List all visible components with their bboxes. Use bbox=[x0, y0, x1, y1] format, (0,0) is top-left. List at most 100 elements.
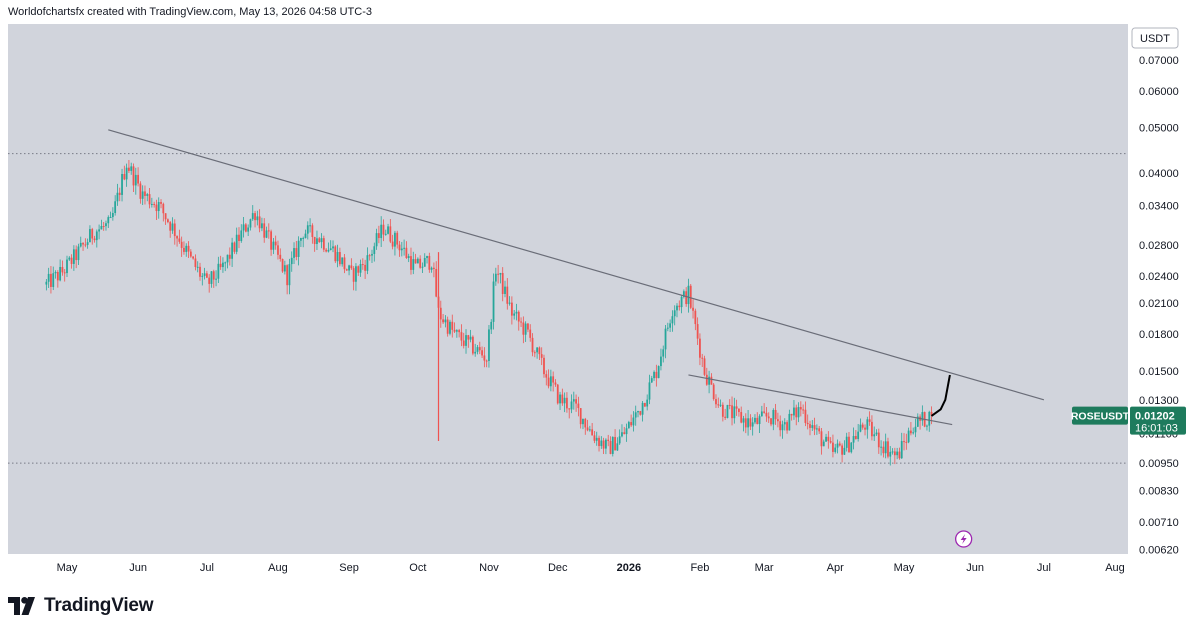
time-tick-label: Feb bbox=[690, 562, 709, 574]
candle-body bbox=[205, 273, 208, 278]
candle-body bbox=[783, 422, 786, 425]
candle-body bbox=[290, 257, 293, 265]
candle-body bbox=[238, 234, 240, 241]
candle-body bbox=[439, 307, 442, 320]
candle-body bbox=[187, 245, 190, 252]
candle-body bbox=[162, 203, 165, 214]
candle-body bbox=[277, 245, 279, 255]
time-tick-label: Dec bbox=[548, 562, 568, 574]
candle-body bbox=[384, 233, 387, 235]
candle-body bbox=[442, 319, 444, 323]
candle-body bbox=[185, 245, 188, 252]
candle-body bbox=[552, 376, 555, 383]
candle-body bbox=[813, 425, 816, 430]
candle-body bbox=[286, 265, 289, 286]
candle-body bbox=[744, 418, 747, 428]
candle-body bbox=[272, 241, 275, 250]
candle-body bbox=[430, 267, 433, 270]
candle-body bbox=[267, 230, 270, 232]
candle-body bbox=[527, 323, 529, 330]
flash-icon[interactable] bbox=[954, 530, 973, 548]
candle-body bbox=[377, 233, 380, 239]
candle-body bbox=[903, 441, 905, 443]
candle-body bbox=[910, 430, 912, 434]
candle-body bbox=[811, 425, 814, 428]
price-tick-label: 0.00710 bbox=[1139, 517, 1179, 529]
candle-body bbox=[586, 427, 589, 431]
candle-body bbox=[827, 436, 830, 442]
candle-body bbox=[549, 376, 552, 387]
candle-body bbox=[173, 223, 176, 237]
candle-body bbox=[56, 272, 59, 281]
candle-body bbox=[701, 357, 704, 359]
candle-body bbox=[905, 441, 908, 443]
local-trendline[interactable] bbox=[688, 374, 953, 426]
candle-body bbox=[582, 418, 584, 425]
candle-body bbox=[59, 266, 62, 281]
candle-body bbox=[520, 321, 522, 323]
candle-body bbox=[279, 254, 282, 260]
candle-body bbox=[829, 441, 832, 443]
candle-body bbox=[871, 421, 873, 437]
candle-body bbox=[845, 436, 848, 448]
candle-body bbox=[183, 247, 185, 252]
candle-body bbox=[283, 265, 286, 272]
currency-label[interactable]: USDT bbox=[1131, 27, 1179, 49]
price-chart[interactable]: 0.07000 0.06000 0.05000 0.04000 0.03400 0.028… bbox=[8, 24, 1192, 580]
candle-body bbox=[134, 174, 137, 186]
candle-body bbox=[625, 428, 628, 435]
candle-body bbox=[164, 213, 167, 220]
time-axis-background bbox=[8, 554, 1192, 580]
candle-body bbox=[171, 223, 174, 231]
trendlines[interactable] bbox=[108, 129, 1045, 426]
candle-body bbox=[47, 273, 50, 282]
candle-body bbox=[199, 266, 201, 277]
candle-body bbox=[524, 323, 527, 335]
price-tick-label: 0.01800 bbox=[1139, 329, 1179, 341]
brand-name: TradingView bbox=[44, 595, 154, 616]
candle-body bbox=[797, 407, 800, 418]
last-price: 0.01202 bbox=[1135, 411, 1175, 423]
candle-body bbox=[554, 382, 557, 385]
candle-body bbox=[89, 229, 91, 243]
candle-body bbox=[616, 443, 619, 451]
candle-body bbox=[91, 229, 94, 239]
candle-body bbox=[563, 397, 566, 404]
candle-body bbox=[822, 441, 825, 447]
candle-body bbox=[575, 399, 577, 404]
candle-body bbox=[685, 291, 688, 305]
candle-body bbox=[607, 439, 610, 441]
candle-body bbox=[302, 237, 305, 239]
candle-body bbox=[770, 418, 772, 425]
candle-body bbox=[673, 310, 676, 317]
candle-body bbox=[497, 273, 500, 275]
candle-body bbox=[763, 411, 766, 413]
candle-body bbox=[921, 412, 924, 421]
price-tick-label: 0.07000 bbox=[1139, 55, 1179, 67]
brand-footer[interactable]: TradingView bbox=[8, 592, 154, 620]
price-tick-label: 0.01300 bbox=[1139, 395, 1179, 407]
candle-body bbox=[666, 327, 669, 329]
horizontal-levels bbox=[8, 153, 1128, 464]
price-tick-label: 0.03400 bbox=[1139, 201, 1179, 213]
candle-body bbox=[751, 422, 754, 427]
candle-body bbox=[416, 258, 419, 264]
time-axis[interactable]: May Jun Jul Aug Sep Oct Nov Dec 2026 Feb Mar Apr May… bbox=[57, 562, 1125, 574]
time-tick-label: Jul bbox=[1037, 562, 1051, 574]
candle-body bbox=[75, 249, 78, 261]
candle-body bbox=[469, 336, 472, 340]
descending-trendline[interactable] bbox=[108, 129, 1045, 401]
candle-body bbox=[887, 441, 889, 457]
candle-body bbox=[72, 249, 75, 264]
time-tick-label: 2026 bbox=[617, 562, 641, 574]
price-tick-label: 0.04000 bbox=[1139, 168, 1179, 180]
candle-body bbox=[848, 436, 850, 453]
price-tick-label: 0.00830 bbox=[1139, 485, 1179, 497]
candle-body bbox=[696, 324, 699, 339]
candle-body bbox=[235, 234, 238, 252]
candle-body bbox=[352, 268, 355, 282]
candle-body bbox=[105, 223, 107, 227]
candle-body bbox=[196, 266, 199, 268]
candle-body bbox=[446, 319, 449, 334]
currency-text: USDT bbox=[1140, 33, 1170, 45]
